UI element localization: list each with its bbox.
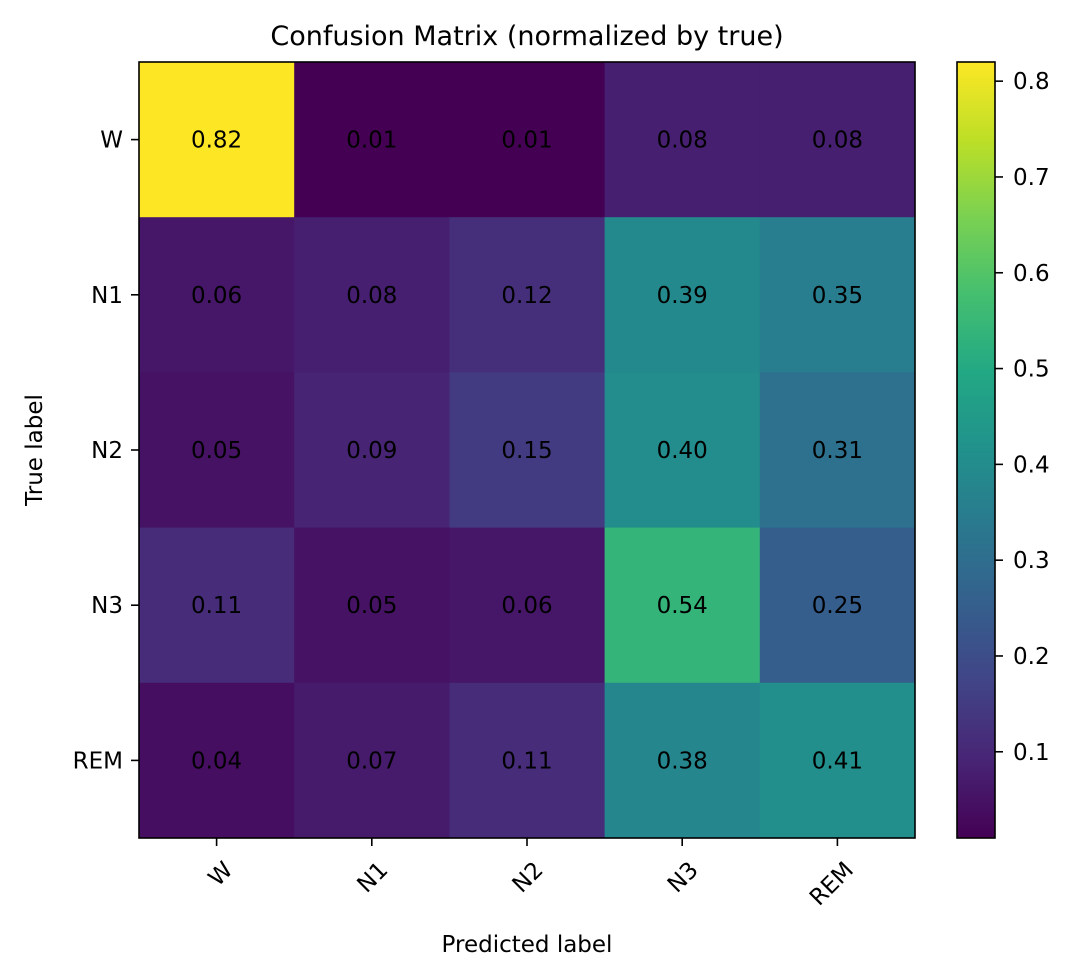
cell-value-label: 0.15: [501, 438, 552, 464]
heatmap-cell: [139, 527, 295, 684]
x-axis-label: Predicted label: [442, 932, 613, 958]
x-tick-label: N2: [508, 857, 549, 898]
heatmap-cell: [604, 527, 761, 684]
cell-value-label: 0.08: [812, 128, 863, 154]
colorbar-tick-label: 0.3: [1013, 548, 1050, 574]
cell-value-label: 0.05: [191, 438, 242, 464]
cell-value-label: 0.04: [191, 748, 242, 774]
heatmap-cell: [139, 682, 295, 839]
heatmap-cell: [449, 527, 606, 684]
cell-value-label: 0.07: [346, 748, 397, 774]
cell-value-label: 0.35: [812, 283, 863, 309]
cell-value-label: 0.39: [657, 283, 708, 309]
colorbar-tick-label: 0.1: [1013, 740, 1050, 766]
cell-value-label: 0.06: [501, 593, 552, 619]
colorbar-tick-label: 0.2: [1013, 644, 1050, 670]
heatmap-cell: [294, 527, 450, 684]
colorbar-tick-label: 0.4: [1013, 452, 1050, 478]
heatmap-cells: [139, 62, 916, 839]
cell-value-label: 0.06: [191, 283, 242, 309]
cell-value-label: 0.01: [501, 128, 552, 154]
colorbar-tick-label: 0.7: [1013, 165, 1050, 191]
x-tick-label: REM: [805, 857, 859, 911]
chart-title: Confusion Matrix (normalized by true): [270, 21, 783, 52]
heatmap-cell: [139, 62, 295, 218]
heatmap-cell: [604, 372, 761, 529]
cell-value-label: 0.01: [346, 128, 397, 154]
heatmap-cell: [604, 62, 761, 218]
heatmap-cell: [294, 217, 450, 373]
cell-value-label: 0.38: [657, 748, 708, 774]
y-axis-label: True label: [22, 394, 48, 507]
colorbar-ticks: 0.1 0.2 0.3 0.4 0.5 0.6 0.7 0.8: [995, 69, 1050, 766]
colorbar-tick-label: 0.6: [1013, 261, 1050, 287]
y-tick-label: N1: [91, 283, 123, 309]
colorbar: [956, 61, 996, 839]
cell-value-label: 0.08: [346, 283, 397, 309]
x-tick-label: W: [204, 857, 238, 891]
heatmap-cell: [139, 217, 295, 373]
heatmap-cell: [759, 217, 916, 373]
y-axis-ticks: W N1 N2 N3 REM: [73, 128, 139, 774]
y-tick-label: N3: [91, 593, 123, 619]
cell-value-label: 0.05: [346, 593, 397, 619]
cell-value-label: 0.11: [501, 748, 552, 774]
heatmap-cell: [759, 682, 916, 839]
heatmap-cell: [294, 682, 450, 839]
colorbar-tick-label: 0.8: [1013, 69, 1050, 95]
heatmap-cell: [759, 527, 916, 684]
heatmap-cell: [449, 372, 606, 529]
cell-value-label: 0.31: [812, 438, 863, 464]
x-tick-label: N1: [352, 857, 393, 898]
cell-value-label: 0.40: [657, 438, 708, 464]
y-tick-label: REM: [73, 748, 123, 774]
heatmap-cell: [759, 62, 916, 218]
y-tick-label: N2: [91, 438, 123, 464]
x-tick-label: N3: [663, 857, 704, 898]
heatmap-cell: [759, 372, 916, 529]
heatmap-cell: [604, 682, 761, 839]
cell-value-label: 0.82: [191, 128, 242, 154]
heatmap-cell: [139, 372, 295, 529]
colorbar-tick-label: 0.5: [1013, 357, 1050, 383]
heatmap-cell: [604, 217, 761, 373]
cell-value-label: 0.54: [657, 593, 708, 619]
cell-value-label: 0.12: [501, 283, 552, 309]
heatmap-cell: [449, 682, 606, 839]
heatmap-cell: [449, 217, 606, 373]
cell-value-label: 0.41: [812, 748, 863, 774]
cell-value-label: 0.08: [657, 128, 708, 154]
cell-value-label: 0.11: [191, 593, 242, 619]
heatmap-cell: [294, 62, 450, 218]
cell-value-label: 0.25: [812, 593, 863, 619]
x-axis-ticks: W N1 N2 N3 REM: [204, 838, 859, 911]
heatmap-cell: [294, 372, 450, 529]
heatmap-cell: [449, 62, 606, 218]
cell-value-label: 0.09: [346, 438, 397, 464]
heatmap-cell-labels: 0.82 0.01 0.01 0.08 0.08 0.06 0.08 0.12 0.39 0.35…: [191, 128, 863, 775]
y-tick-label: W: [100, 128, 123, 154]
